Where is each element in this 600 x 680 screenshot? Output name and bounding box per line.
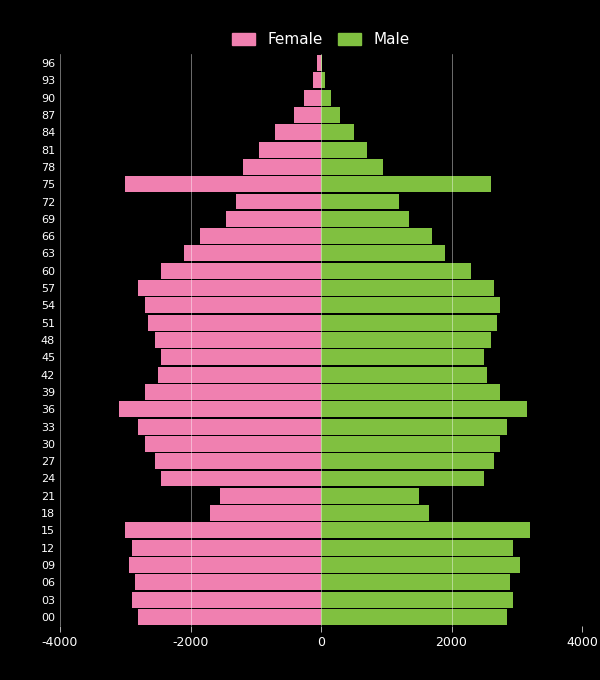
Bar xyxy=(236,194,321,209)
Bar xyxy=(184,245,321,261)
Bar xyxy=(155,453,321,469)
Bar xyxy=(210,505,321,521)
Bar xyxy=(161,262,321,279)
Legend: Female, Male: Female, Male xyxy=(228,28,414,52)
Bar xyxy=(321,609,507,625)
Bar xyxy=(321,159,383,175)
Bar xyxy=(242,159,321,175)
Bar xyxy=(158,367,321,383)
Bar xyxy=(132,592,321,608)
Bar xyxy=(321,350,484,365)
Bar xyxy=(148,315,321,330)
Bar xyxy=(145,436,321,452)
Bar xyxy=(321,471,484,486)
Bar xyxy=(321,176,491,192)
Bar xyxy=(275,124,321,140)
Bar xyxy=(321,141,367,158)
Bar xyxy=(321,280,494,296)
Bar xyxy=(138,280,321,296)
Bar xyxy=(321,262,471,279)
Bar xyxy=(259,141,321,158)
Bar xyxy=(304,90,321,105)
Bar xyxy=(321,107,340,123)
Bar xyxy=(138,609,321,625)
Bar xyxy=(321,124,353,140)
Bar xyxy=(313,72,321,88)
Bar xyxy=(321,575,510,590)
Bar xyxy=(321,72,325,88)
Bar xyxy=(321,297,500,313)
Bar xyxy=(161,471,321,486)
Bar xyxy=(321,194,400,209)
Bar xyxy=(125,176,321,192)
Bar xyxy=(321,315,497,330)
Bar xyxy=(321,540,514,556)
Bar xyxy=(135,575,321,590)
Bar xyxy=(321,90,331,105)
Bar xyxy=(321,592,514,608)
Bar xyxy=(200,228,321,244)
Bar xyxy=(220,488,321,504)
Bar xyxy=(321,419,507,435)
Bar xyxy=(119,401,321,418)
Bar xyxy=(138,419,321,435)
Bar xyxy=(321,332,491,348)
Bar xyxy=(132,540,321,556)
Bar xyxy=(145,297,321,313)
Bar xyxy=(128,557,321,573)
Bar xyxy=(321,522,530,539)
Bar xyxy=(125,522,321,539)
Bar xyxy=(321,384,500,400)
Bar xyxy=(293,107,321,123)
Bar xyxy=(321,245,445,261)
Bar xyxy=(321,401,527,418)
Bar xyxy=(317,55,321,71)
Bar xyxy=(321,367,487,383)
Bar xyxy=(321,436,500,452)
Bar xyxy=(321,228,432,244)
Bar xyxy=(155,332,321,348)
Bar xyxy=(161,350,321,365)
Bar xyxy=(321,557,520,573)
Bar xyxy=(145,384,321,400)
Bar xyxy=(321,55,322,71)
Bar xyxy=(226,211,321,227)
Bar xyxy=(321,453,494,469)
Bar xyxy=(321,505,428,521)
Bar xyxy=(321,488,419,504)
Bar xyxy=(321,211,409,227)
